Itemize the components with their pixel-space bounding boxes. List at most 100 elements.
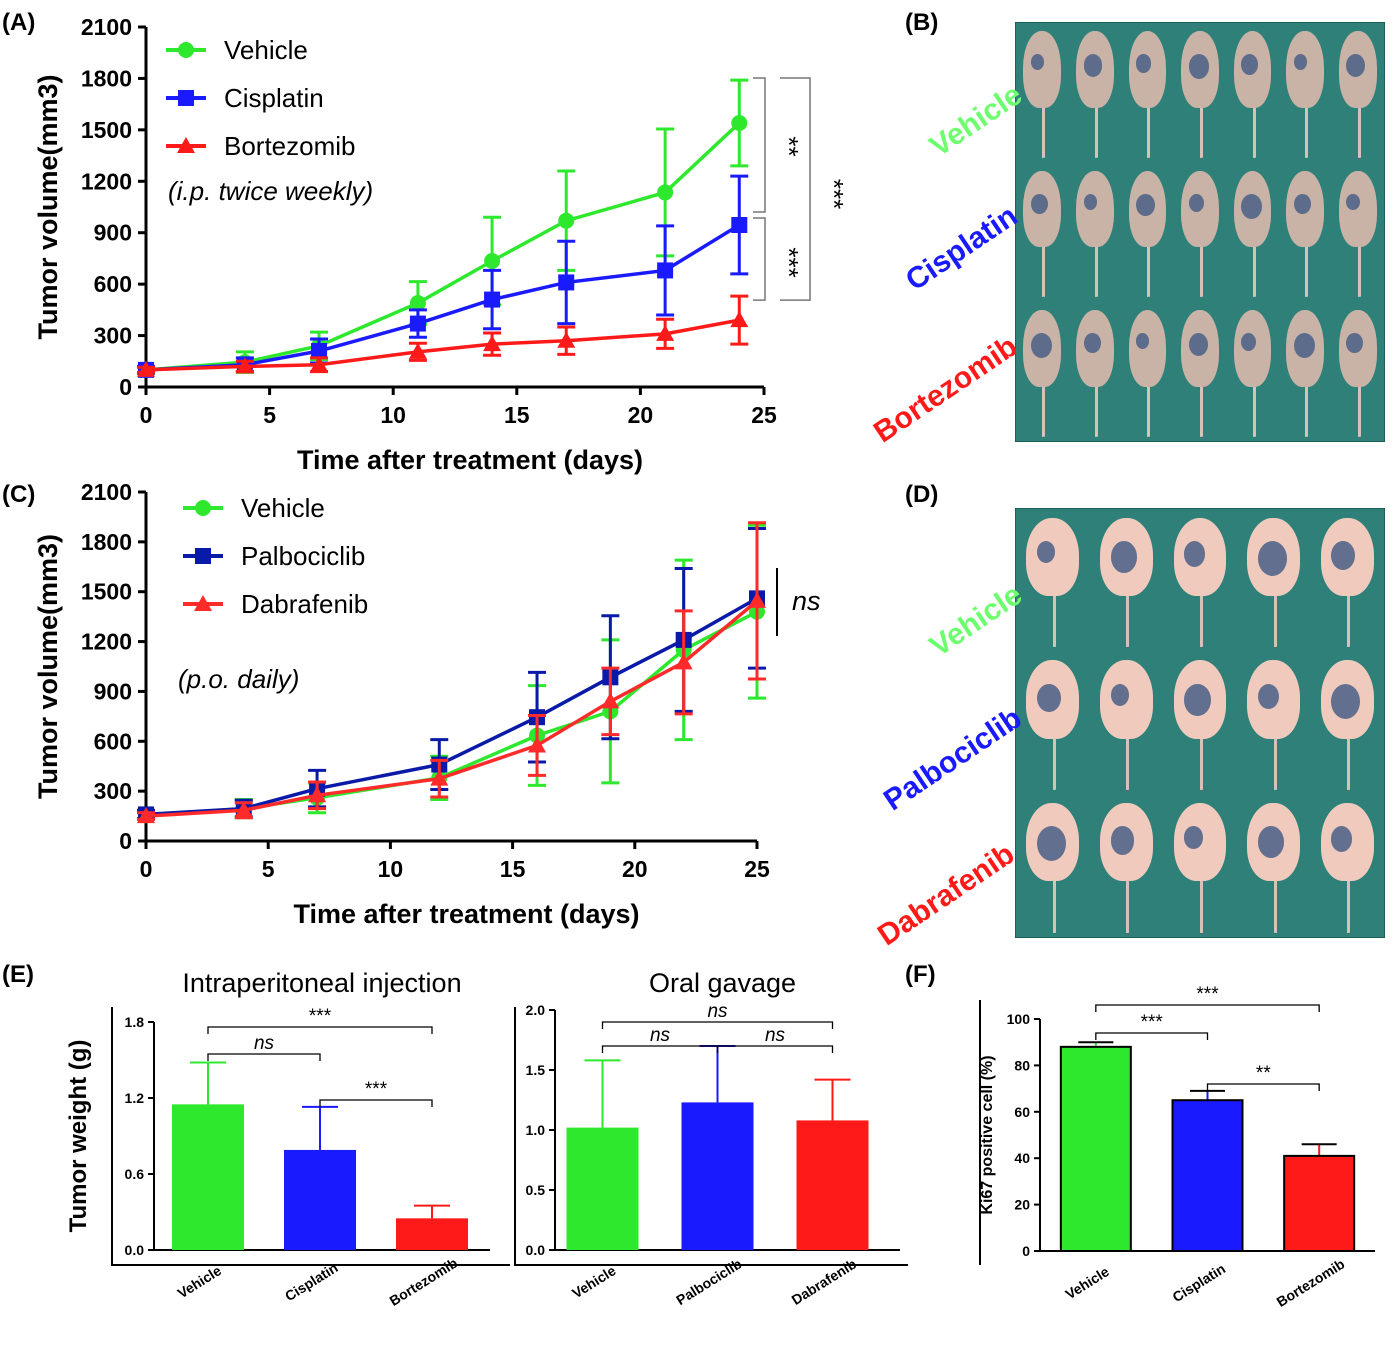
tumor <box>1030 54 1045 71</box>
mouse-tail <box>1126 881 1151 933</box>
chart-e-intraperitoneal: 0.0 0.6 1.2 1.8 Vehicle Cisplatin Bortezomib In… <box>65 968 510 1309</box>
mouse-tail <box>1126 738 1151 791</box>
tumor <box>1241 333 1257 352</box>
sig-label: *** <box>1196 984 1219 1005</box>
legend-label: Dabrafenib <box>241 589 368 619</box>
tumor <box>1036 683 1061 713</box>
mouse-tail <box>1273 881 1299 933</box>
marker-triangle <box>310 355 329 372</box>
panel-letter-c: (C) <box>2 481 35 508</box>
tumor <box>1036 541 1056 564</box>
marker-square <box>731 217 748 233</box>
mouse-tail <box>1052 881 1078 933</box>
marker-triangle <box>234 801 253 818</box>
sig-label: ** <box>1256 1063 1271 1084</box>
marker-triangle <box>557 331 576 348</box>
x-tick-label: Vehicle <box>569 1262 619 1301</box>
y-tick-label: 0.5 <box>526 1182 546 1198</box>
bracket-cisplatin-bortezomib <box>753 217 766 301</box>
x-tick-label: 10 <box>380 402 406 428</box>
y-axis-label: Tumor volume(mm3) <box>33 534 63 799</box>
chart-c: 0 300 600 900 1200 1500 1800 2100 0 5 10 15 20 25 Time… <box>33 479 821 929</box>
x-axis-label: Time after treatment (days) <box>293 899 639 929</box>
x-tick-label: 15 <box>500 856 526 882</box>
chart-f-ki67: 0 20 40 60 80 100 Vehicle Cisplatin Bortezomib Ki… <box>979 984 1375 1310</box>
sig-bracket <box>601 1045 719 1053</box>
x-tick-label: 25 <box>744 856 770 882</box>
mouse-tail <box>1273 738 1299 791</box>
x-tick-label: Dabrafenib <box>789 1256 859 1308</box>
x-tick-label: Cisplatin <box>282 1259 341 1304</box>
mouse-tail <box>1094 247 1114 298</box>
chart-title: Intraperitoneal injection <box>182 968 461 998</box>
mouse-tail <box>1305 247 1324 298</box>
marker-circle <box>195 500 211 516</box>
marker-circle <box>178 42 194 58</box>
series-line <box>145 121 741 372</box>
y-tick-label: 60 <box>1014 1104 1030 1120</box>
tumor <box>1030 193 1048 215</box>
mouse-tail <box>1147 386 1166 437</box>
y-axis-label: Tumor weight (g) <box>65 1040 92 1233</box>
marker-circle <box>484 253 501 269</box>
mouse <box>1023 31 1062 108</box>
x-tick-label: 25 <box>751 402 777 428</box>
mouse-tail <box>1042 386 1061 437</box>
mouse-tail <box>1347 738 1372 791</box>
x-tick-label: Vehicle <box>175 1262 225 1301</box>
x-tick-label: 20 <box>622 856 648 882</box>
sig-label: ns <box>254 1033 275 1054</box>
sig-bracket <box>1095 1032 1209 1040</box>
y-tick-label: 1200 <box>81 168 132 194</box>
sig-label: ns <box>707 1001 728 1022</box>
mouse-tail <box>1052 738 1078 791</box>
marker-circle <box>731 115 748 131</box>
tumor <box>1241 193 1263 219</box>
mouse-tail <box>1200 596 1225 648</box>
mouse-tail <box>1200 881 1225 933</box>
y-tick-label: 80 <box>1014 1057 1030 1073</box>
mouse-tail <box>1094 386 1114 437</box>
x-tick-label: Vehicle <box>1062 1263 1112 1302</box>
marker-triangle <box>528 736 547 753</box>
bracket-vehicle-cisplatin <box>753 77 766 213</box>
sig-bracket <box>716 1045 834 1053</box>
mouse-tail <box>1347 881 1372 933</box>
mouse <box>1075 170 1114 248</box>
mouse-tail <box>1252 386 1272 437</box>
sig-label: *** <box>819 179 849 209</box>
y-tick-label: 0 <box>119 374 132 400</box>
bar-palbociclib <box>681 1102 754 1250</box>
x-tick-label: 0 <box>140 856 153 882</box>
mouse-tail <box>1052 596 1078 648</box>
panel-letter-d: (D) <box>905 481 938 508</box>
sig-label: ns <box>765 1025 786 1046</box>
tumor <box>1184 541 1206 567</box>
series-line <box>145 610 758 817</box>
mouse-tail <box>1347 596 1372 648</box>
chart-a: 0 300 600 900 1200 1500 1800 2100 0 5 10 15 20 25 Time… <box>33 14 849 475</box>
panel-letters: (A) (B) (C) (D) (E) (F) <box>2 9 938 988</box>
mouse-tail <box>1200 738 1225 791</box>
series-line <box>145 318 740 372</box>
y-tick-label: 1800 <box>81 65 132 91</box>
tumor <box>1188 193 1204 212</box>
mouse-tail <box>1200 107 1219 159</box>
marker-square <box>657 262 674 279</box>
panel-letter-e: (E) <box>2 961 34 988</box>
x-tick-label: 5 <box>263 402 276 428</box>
y-tick-label: 0.0 <box>125 1242 145 1258</box>
series-line <box>145 599 759 818</box>
tumor <box>1036 826 1067 862</box>
marker-circle <box>657 184 674 201</box>
y-tick-label: 1.0 <box>526 1122 546 1138</box>
mouse-tail <box>1042 107 1061 159</box>
y-tick-label: 1.8 <box>125 1014 145 1030</box>
mouse-tail <box>1357 247 1377 298</box>
significance-brackets: ns <box>776 568 821 636</box>
marker-circle <box>558 212 575 229</box>
sig-label: *** <box>309 1006 332 1027</box>
panel-frame <box>514 1007 908 1266</box>
bar-bortezomib <box>396 1218 468 1250</box>
